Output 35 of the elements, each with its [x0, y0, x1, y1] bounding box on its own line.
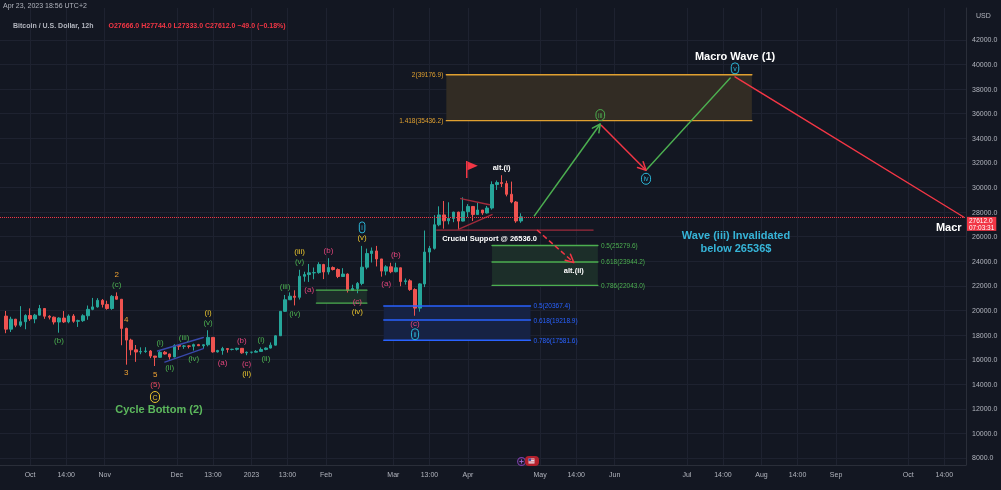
annotation: (ii)	[165, 363, 175, 373]
annotation: (v)	[203, 317, 214, 327]
annotation: (c)	[410, 319, 421, 329]
annotation: (a)	[304, 285, 315, 295]
annotation: 4	[124, 315, 130, 325]
annotation: (c)	[112, 279, 122, 289]
annotation: (iv)	[351, 306, 364, 316]
annotation: Cycle Bottom (2)	[115, 403, 204, 415]
annotation: (b)	[54, 336, 65, 346]
annotation: (iii)	[178, 332, 190, 342]
annotation: (i)	[156, 337, 164, 347]
annotation: (b)	[390, 250, 402, 260]
annotation: 3	[124, 368, 130, 378]
annotation: Macr	[935, 220, 963, 233]
annotation: (v)	[357, 233, 368, 243]
annotation: (c)	[241, 358, 252, 368]
annotation: 2	[114, 269, 120, 279]
annotation: (a)	[217, 358, 228, 368]
annotation: (b)	[236, 335, 248, 345]
annotation: Macro Wave (1)	[694, 50, 776, 63]
annotation: (a)	[381, 278, 392, 288]
annotation: (iii)	[294, 247, 306, 257]
annotation: (5)	[150, 379, 161, 389]
annotation: (iv)	[188, 354, 200, 364]
annotation: (v)	[294, 257, 305, 267]
annotation: (i)	[204, 307, 212, 317]
annotation: (i)	[257, 334, 265, 344]
annotation: (iii)	[279, 282, 291, 292]
annotation: 5	[152, 369, 158, 379]
annotation: (iv)	[289, 308, 301, 318]
annotation: Wave (iii) Invalidated below 26536$	[681, 228, 791, 254]
annotation: (b)	[323, 245, 334, 255]
annotation: (c)	[352, 296, 363, 306]
annotation: (ii)	[242, 368, 252, 378]
annotation: (ii)	[261, 353, 271, 363]
